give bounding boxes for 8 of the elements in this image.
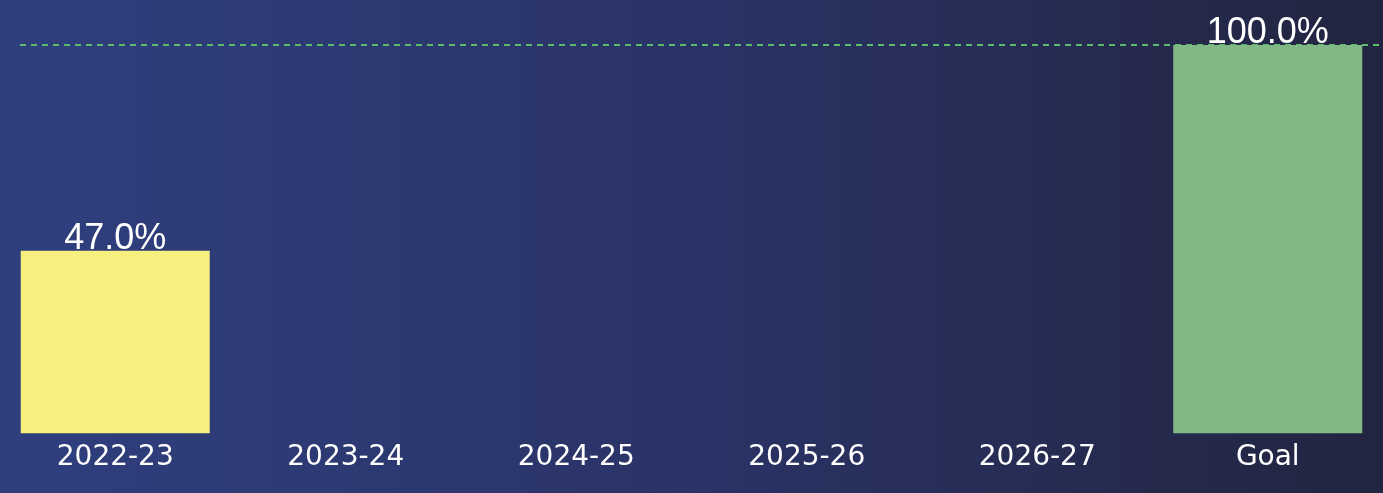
- x-tick-label: 2025-26: [748, 439, 866, 473]
- x-tick-label: 2026-27: [978, 439, 1096, 473]
- data-label: 100.0%: [1206, 9, 1329, 51]
- x-tick-label: Goal: [1235, 439, 1300, 473]
- x-tick-label: 2023-24: [287, 439, 405, 473]
- x-tick-label: 2022-23: [56, 439, 174, 473]
- x-tick-label: 2024-25: [517, 439, 635, 473]
- data-label: 47.0%: [64, 215, 167, 257]
